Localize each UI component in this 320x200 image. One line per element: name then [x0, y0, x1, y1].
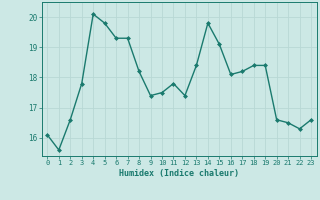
X-axis label: Humidex (Indice chaleur): Humidex (Indice chaleur): [119, 169, 239, 178]
